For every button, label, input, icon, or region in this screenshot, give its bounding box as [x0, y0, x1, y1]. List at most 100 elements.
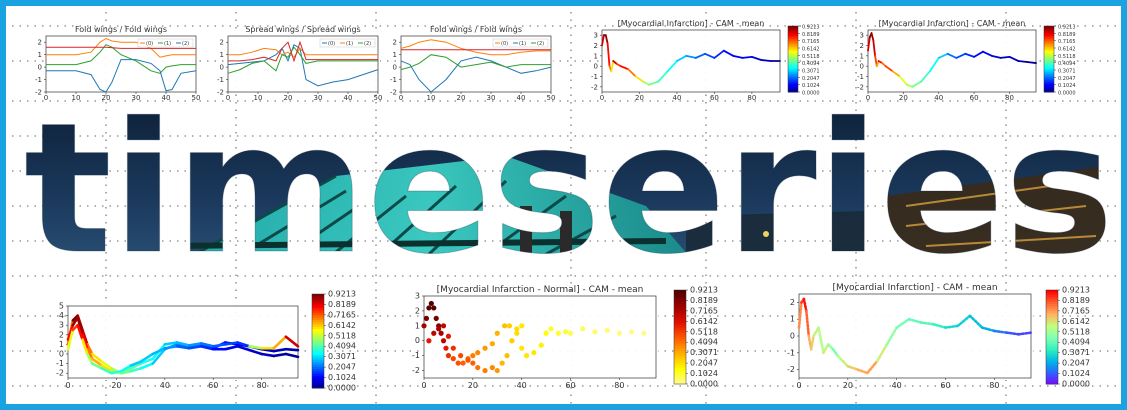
series-segment [722, 49, 735, 57]
colorbar-tick-label: 0.8189 [802, 32, 820, 38]
colorbar-band [1044, 60, 1054, 63]
colorbar-band [788, 82, 798, 85]
series-line [400, 39, 551, 56]
colorbar-band [788, 83, 798, 86]
series-segment [224, 345, 239, 351]
series-segment [732, 54, 744, 59]
series-segment [805, 309, 811, 338]
colorbar-band [674, 344, 686, 347]
series-segment [895, 317, 911, 329]
colorbar-band [1046, 313, 1058, 317]
y-tick-label: 0 [59, 350, 64, 359]
series-segment [627, 68, 637, 78]
scatter-point [592, 329, 598, 335]
plot-frame [45, 35, 197, 93]
series-line [227, 46, 378, 74]
colorbar-band [674, 304, 686, 307]
series-segment [741, 55, 753, 59]
colorbar-band [1044, 30, 1054, 34]
scatter-point [506, 323, 513, 329]
colorbar-band [674, 348, 686, 352]
x-tick-label: 20 [899, 94, 908, 102]
colorbar-band [312, 303, 324, 307]
colorbar-tick-label: 0.0000 [328, 384, 356, 393]
colorbar-band [312, 315, 324, 318]
y-tick-label: 2 [220, 39, 224, 47]
series-segment [76, 323, 84, 341]
series-segment [248, 345, 263, 350]
colorbar-band [788, 57, 798, 60]
colorbar-band [674, 353, 686, 357]
series-segment [891, 70, 901, 78]
colorbar-band [674, 360, 686, 364]
series-segment [797, 301, 803, 329]
series-segment [175, 345, 191, 350]
colorbar-band [1046, 297, 1058, 300]
colorbar-band [1044, 90, 1054, 93]
colorbar-band [674, 320, 686, 324]
scatter-point [460, 360, 466, 366]
colorbar-band [1046, 344, 1058, 347]
colorbar-band [674, 301, 686, 305]
colorbar-band [1044, 78, 1054, 81]
x-tick-label: 60 [565, 381, 575, 390]
colorbar-tick-label: 0.1024 [802, 83, 820, 89]
colorbar-tick-label: 0.4094 [802, 61, 820, 67]
y-tick-label: 2 [594, 42, 598, 50]
x-tick-label: 10 [427, 94, 436, 102]
scatter-point [509, 338, 515, 344]
y-tick-label: 2 [860, 42, 864, 50]
series-segment [86, 343, 94, 356]
colorbar-band [788, 59, 798, 62]
series-segment [163, 341, 179, 346]
chart-title: [Myocardial Infarction] - CAM - mean [832, 283, 997, 293]
series-segment [119, 364, 133, 373]
colorbar-band [1044, 54, 1054, 57]
series-segment [601, 34, 605, 47]
series-segment [100, 367, 113, 375]
series-segment [802, 297, 808, 313]
scatter-point [440, 323, 447, 329]
series-segment [110, 369, 123, 375]
series-segment [980, 326, 996, 333]
scatter-point [489, 364, 495, 371]
y-tick-label: -2 [787, 365, 795, 374]
colorbar-band [788, 65, 798, 68]
x-tick-label: 40 [517, 381, 527, 390]
colorbar-band [1046, 376, 1058, 380]
colorbar-band [674, 311, 686, 314]
series-segment [906, 83, 914, 88]
colorbar-band [312, 324, 324, 328]
series-segment [236, 345, 251, 352]
colorbar-tick-label: 0.2047 [1058, 76, 1076, 82]
x-tick-label: 0 [600, 94, 604, 102]
colorbar-band [1044, 27, 1054, 30]
series-segment [968, 314, 984, 329]
colorbar-tick-label: 0.3071 [1062, 348, 1090, 357]
colorbar-band [788, 42, 798, 45]
colorbar-band [788, 34, 798, 37]
x-tick-label: 40 [344, 94, 353, 102]
x-tick-label: 40 [934, 94, 943, 102]
colorbar-band [1046, 322, 1058, 326]
colorbar-band [1044, 37, 1054, 40]
colorbar-tick-label: 0.5118 [1062, 327, 1090, 336]
colorbar-band [1044, 85, 1054, 88]
series-segment [129, 360, 142, 367]
colorbar-tick-label: 0.6142 [802, 47, 820, 53]
series-segment [822, 343, 830, 355]
scatter-point [470, 360, 476, 366]
plot-background [422, 294, 658, 380]
series-segment [760, 59, 772, 62]
series-segment [248, 348, 263, 356]
colorbar-band [312, 301, 324, 304]
colorbar-band [788, 55, 798, 58]
series-segment [937, 52, 949, 59]
y-tick-label: 0 [38, 64, 42, 72]
colorbar-band [1044, 80, 1054, 83]
colorbar-band [1044, 34, 1054, 37]
series-line [400, 54, 551, 71]
series-segment [685, 54, 697, 59]
colorbar-tick-label: 0.8189 [328, 300, 356, 309]
colorbar-band [312, 296, 324, 300]
